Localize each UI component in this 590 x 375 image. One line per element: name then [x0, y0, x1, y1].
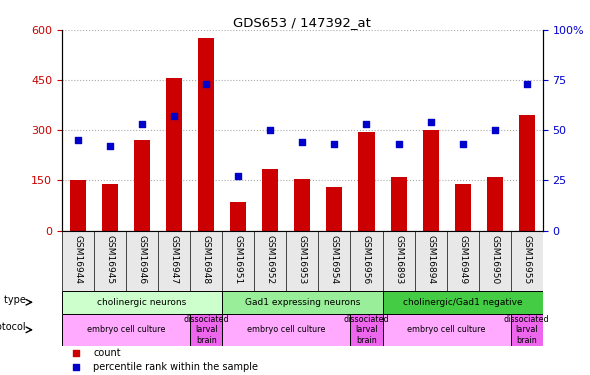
Text: GSM16954: GSM16954: [330, 236, 339, 285]
Point: [169, 113, 179, 119]
Bar: [190, 314, 222, 346]
Bar: [326, 187, 342, 231]
Point: [330, 141, 339, 147]
Text: cholinergic neurons: cholinergic neurons: [97, 298, 186, 307]
Bar: [62, 291, 222, 314]
Point: [266, 128, 275, 134]
Point: [71, 364, 81, 370]
Bar: [70, 180, 86, 231]
Point: [297, 140, 307, 146]
Bar: [519, 115, 535, 231]
Text: GSM16953: GSM16953: [298, 236, 307, 285]
Point: [426, 119, 435, 125]
Point: [105, 143, 114, 149]
Text: GSM16952: GSM16952: [266, 236, 275, 285]
Bar: [222, 291, 382, 314]
Point: [394, 141, 403, 147]
Text: protocol: protocol: [0, 322, 26, 332]
Bar: [134, 140, 150, 231]
Text: GSM16948: GSM16948: [202, 236, 211, 285]
Bar: [198, 38, 214, 231]
Bar: [511, 314, 543, 346]
Point: [490, 128, 499, 134]
Text: GSM16949: GSM16949: [458, 236, 467, 285]
Text: cholinergic/Gad1 negative: cholinergic/Gad1 negative: [403, 298, 523, 307]
Text: GSM16950: GSM16950: [490, 236, 499, 285]
Text: embryo cell culture: embryo cell culture: [87, 325, 165, 334]
Point: [522, 81, 532, 87]
Text: GSM16945: GSM16945: [106, 236, 114, 285]
Text: percentile rank within the sample: percentile rank within the sample: [93, 362, 258, 372]
Text: embryo cell culture: embryo cell culture: [247, 325, 326, 334]
Point: [201, 81, 211, 87]
Text: Gad1 expressing neurons: Gad1 expressing neurons: [245, 298, 360, 307]
Bar: [455, 184, 471, 231]
Bar: [222, 314, 350, 346]
Bar: [487, 177, 503, 231]
Text: dissociated
larval
brain: dissociated larval brain: [183, 315, 229, 345]
Point: [73, 137, 83, 143]
Text: GSM16951: GSM16951: [234, 236, 242, 285]
Bar: [166, 78, 182, 231]
Bar: [263, 169, 278, 231]
Bar: [382, 314, 511, 346]
Text: GSM16947: GSM16947: [170, 236, 179, 285]
Text: embryo cell culture: embryo cell culture: [408, 325, 486, 334]
Bar: [62, 314, 190, 346]
Bar: [391, 177, 407, 231]
Text: GSM16955: GSM16955: [522, 236, 531, 285]
Title: GDS653 / 147392_at: GDS653 / 147392_at: [234, 16, 371, 29]
Text: GSM16944: GSM16944: [74, 236, 83, 284]
Text: GSM16893: GSM16893: [394, 236, 403, 285]
Point: [458, 141, 467, 147]
Text: GSM16946: GSM16946: [137, 236, 146, 285]
Point: [362, 121, 371, 127]
Text: count: count: [93, 348, 121, 358]
Bar: [294, 179, 310, 231]
Point: [234, 174, 243, 180]
Bar: [350, 314, 382, 346]
Bar: [102, 184, 118, 231]
Point: [137, 121, 147, 127]
Bar: [422, 130, 438, 231]
Bar: [230, 202, 246, 231]
Text: dissociated
larval
brain: dissociated larval brain: [344, 315, 389, 345]
Text: GSM16894: GSM16894: [426, 236, 435, 285]
Bar: [382, 291, 543, 314]
Point: [71, 350, 81, 356]
Bar: [359, 132, 375, 231]
Text: dissociated
larval
brain: dissociated larval brain: [504, 315, 549, 345]
Text: GSM16956: GSM16956: [362, 236, 371, 285]
Text: cell type: cell type: [0, 296, 26, 305]
